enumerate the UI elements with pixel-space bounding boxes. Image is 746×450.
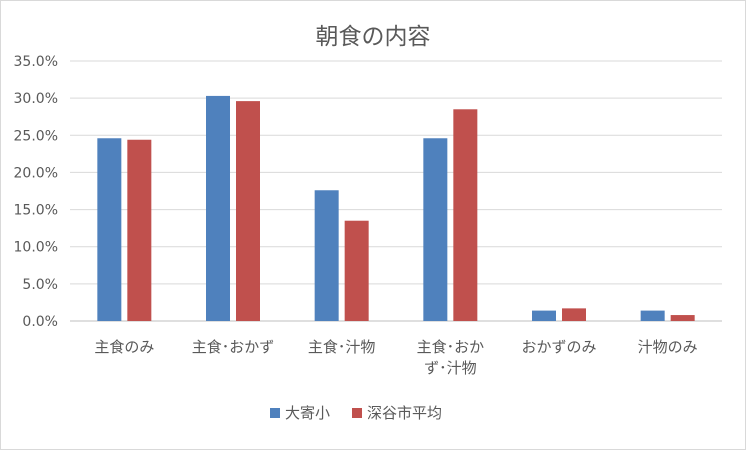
y-tick-label: 0.0%	[22, 314, 58, 330]
legend-label: 深谷市平均	[367, 404, 442, 422]
legend: 大寄小 深谷市平均	[270, 404, 442, 422]
y-tick-label: 30.0%	[14, 91, 58, 107]
legend-swatch	[352, 408, 362, 418]
bars	[97, 95, 695, 322]
x-axis-categories: 主食のみ 主食･おかず 主食･汁物 主食･おかず･汁物 おかずのみ 汁物のみ	[94, 338, 697, 377]
y-tick-label: 10.0%	[14, 240, 58, 256]
x-category-label: 主食･おかず･汁物	[417, 338, 485, 377]
bar-series-1	[97, 138, 122, 321]
y-axis-ticks: 0.0% 5.0% 10.0% 15.0% 20.0% 25.0% 30.0% 35.0%	[14, 54, 58, 330]
bar-series-2	[344, 220, 369, 321]
y-tick-label: 35.0%	[14, 54, 58, 70]
y-tick-label: 25.0%	[14, 128, 58, 144]
chart-title: 朝食の内容	[316, 24, 431, 50]
bar-series-2	[236, 101, 260, 321]
y-tick-label: 20.0%	[14, 165, 58, 181]
x-category-label: おかずのみ	[521, 338, 596, 356]
legend-label: 大寄小	[285, 404, 330, 422]
bar-series-2	[562, 308, 586, 321]
bar-series-1	[314, 190, 339, 321]
x-category-label: 汁物のみ	[638, 338, 698, 356]
x-category-label: 主食･汁物	[308, 338, 376, 356]
bar-series-2	[453, 109, 478, 322]
gridlines	[70, 60, 722, 322]
y-tick-label: 15.0%	[14, 203, 58, 219]
bar-series-1	[640, 310, 665, 321]
bar-series-2	[670, 315, 695, 321]
x-category-label: 主食のみ	[94, 338, 154, 356]
bar-series-2	[127, 139, 152, 321]
bar-series-1	[206, 95, 230, 322]
bar-series-1	[423, 138, 448, 321]
bar-series-1	[532, 310, 556, 321]
y-tick-label: 5.0%	[22, 277, 58, 293]
legend-swatch	[270, 408, 280, 418]
x-category-label: 主食･おかず	[192, 338, 275, 356]
